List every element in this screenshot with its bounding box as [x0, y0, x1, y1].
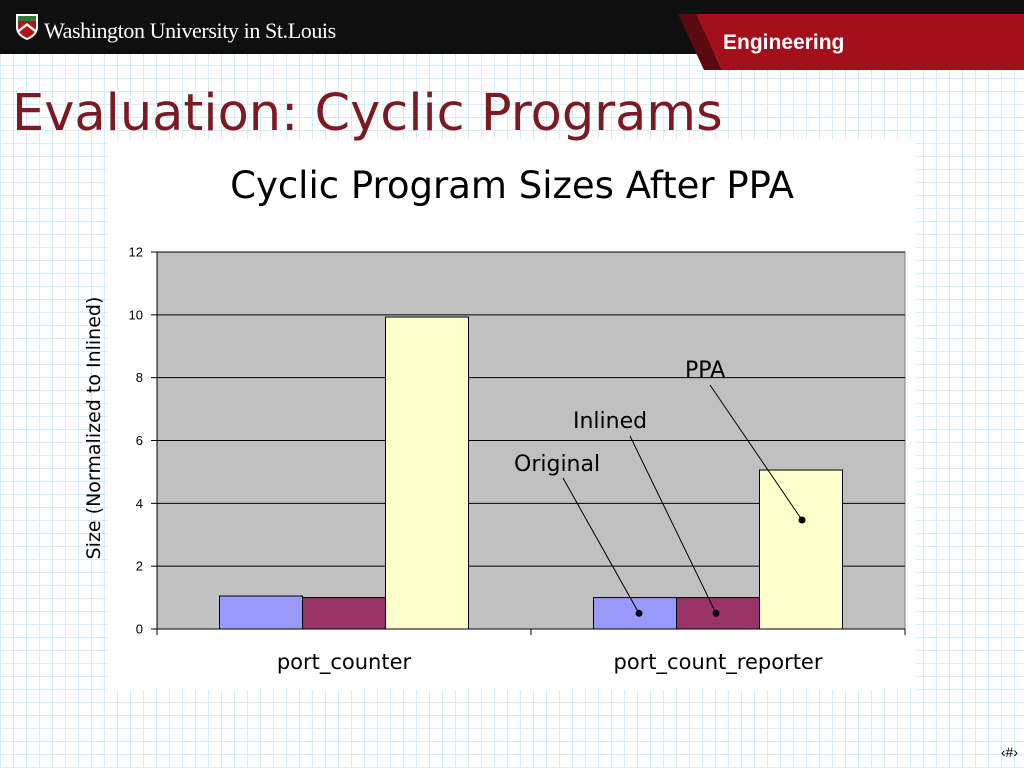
y-tick-label: 10	[129, 307, 143, 322]
callout-label-inlined: Inlined	[573, 409, 647, 434]
school-band-fill	[696, 14, 1024, 70]
x-tick-label: port_count_reporter	[614, 650, 823, 675]
y-tick-label: 0	[136, 622, 143, 637]
shield-field	[18, 16, 36, 38]
shield-chevron	[18, 23, 36, 33]
school-name: Engineering	[723, 31, 845, 54]
callout-dot	[712, 609, 720, 617]
callout-leader-line	[562, 477, 640, 614]
y-tick-label: 8	[136, 370, 143, 385]
y-axis-label: Size (Normalized to Inlined)	[83, 297, 105, 560]
shield-chief	[18, 16, 36, 21]
slide-title: Evaluation: Cyclic Programs	[12, 84, 723, 143]
school-band	[678, 14, 1024, 70]
university-wordmark: Washington University in St.Louis	[44, 18, 336, 43]
school-band-edge	[678, 14, 722, 70]
bar-original-port-count-reporter	[593, 597, 677, 630]
chart-title: Cyclic Program Sizes After PPA	[230, 164, 794, 207]
bar-ppa-port-count-reporter	[759, 469, 843, 630]
y-tick-label: 2	[136, 559, 143, 574]
y-tick-label: 4	[136, 496, 143, 511]
callout-dot	[635, 609, 643, 617]
x-tick-label: port_counter	[277, 650, 412, 675]
bar-ppa-port-counter	[385, 316, 469, 630]
callout-leader-line	[629, 435, 717, 614]
page-number: ‹#›	[1000, 744, 1018, 760]
callout-label-ppa: PPA	[685, 358, 725, 383]
shield-crest-icon	[16, 14, 38, 40]
y-tick-label: 6	[136, 433, 143, 448]
callout-leader-line	[709, 384, 803, 521]
bar-original-port-counter	[219, 595, 303, 630]
callout-dot	[798, 516, 806, 524]
bar-inlined-port-counter	[302, 597, 386, 630]
plot-area: 0 2 4 6 8 10 12 port_counter port_count_reporter…	[129, 245, 906, 675]
y-tick-label: 12	[129, 245, 143, 260]
callout-label-original: Original	[514, 452, 600, 477]
